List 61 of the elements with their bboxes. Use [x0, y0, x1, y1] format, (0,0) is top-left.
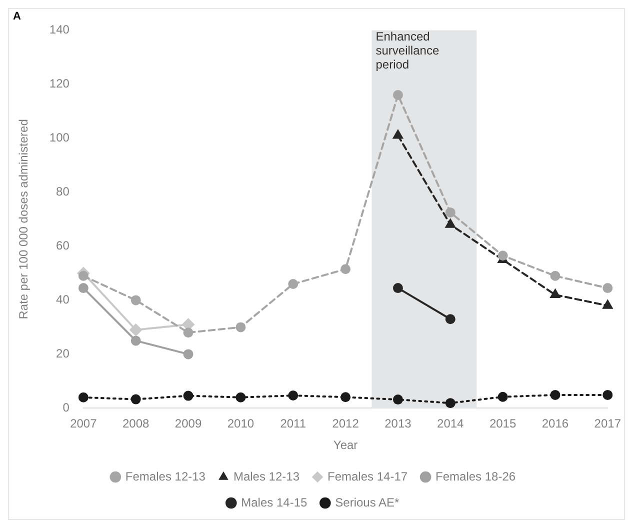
x-tick-label: 2015	[489, 416, 516, 431]
y-tick-label: 100	[49, 130, 70, 145]
point	[236, 322, 246, 332]
legend-label: Females 18-26	[436, 469, 516, 484]
legend-label: Females 14-17	[328, 469, 408, 484]
point	[78, 270, 88, 281]
point	[130, 295, 141, 306]
point	[602, 283, 613, 294]
point	[498, 392, 508, 402]
point	[78, 283, 88, 294]
point	[392, 394, 403, 405]
point	[602, 299, 614, 309]
legend-label: Females 12-13	[125, 469, 206, 484]
point	[288, 390, 298, 401]
point	[392, 283, 403, 294]
y-tick-label: 60	[56, 238, 70, 253]
y-tick-label: 20	[56, 346, 70, 361]
point	[129, 323, 142, 336]
point	[288, 279, 298, 289]
point	[130, 394, 141, 404]
point	[550, 390, 560, 400]
point	[183, 328, 194, 338]
point	[340, 392, 351, 402]
point	[130, 336, 141, 346]
x-tick-label: 2016	[542, 416, 569, 431]
x-tick-label: 2009	[174, 416, 202, 431]
point	[78, 392, 88, 402]
x-tick-label: 2017	[594, 416, 622, 431]
x-tick-label: 2008	[122, 416, 150, 431]
point	[340, 264, 351, 274]
x-tick-label: 2010	[227, 416, 254, 431]
point	[445, 398, 456, 408]
point	[498, 250, 508, 261]
x-tick-label: 2011	[280, 416, 306, 431]
legend-label: Males 12-13	[233, 469, 300, 484]
point	[445, 207, 456, 218]
point	[236, 392, 246, 402]
legend-label: Serious AE*	[335, 495, 400, 510]
y-tick-label: 140	[49, 22, 70, 37]
point	[392, 90, 403, 100]
point	[444, 218, 456, 228]
text: A	[13, 10, 21, 23]
point	[183, 349, 194, 360]
point	[550, 270, 560, 281]
x-axis-title: Year	[333, 438, 358, 452]
point	[445, 314, 456, 324]
x-tick-label: 2007	[70, 416, 98, 431]
x-tick-label: 2014	[437, 416, 464, 431]
y-tick-label: 80	[56, 184, 70, 199]
y-axis-title: Rate per 100 000 doses administered	[16, 119, 31, 320]
point	[183, 390, 194, 401]
point	[550, 288, 561, 298]
legend-label: Males 14-15	[241, 495, 308, 510]
band-label: Enhanced surveillance period	[376, 30, 440, 72]
point	[392, 129, 404, 139]
x-tick-label: 2013	[384, 416, 412, 431]
y-tick-label: 40	[56, 292, 70, 307]
point	[602, 390, 613, 400]
y-tick-label: 120	[49, 76, 70, 91]
x-tick-label: 2012	[332, 416, 360, 431]
y-tick-label: 0	[62, 400, 70, 415]
